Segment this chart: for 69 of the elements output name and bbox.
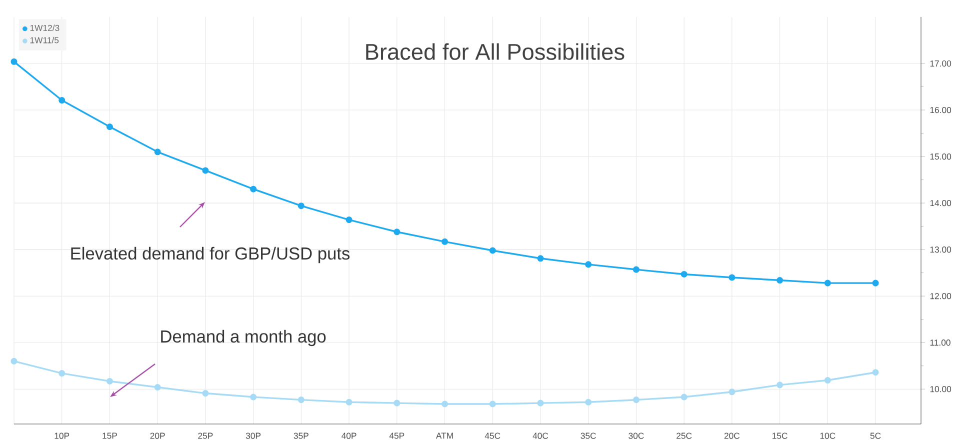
point bbox=[632, 266, 640, 273]
point bbox=[489, 247, 496, 254]
x-tick-label: 20P bbox=[150, 432, 165, 439]
point bbox=[442, 238, 448, 245]
point bbox=[632, 396, 640, 404]
point bbox=[106, 123, 113, 130]
point bbox=[298, 396, 304, 404]
point bbox=[776, 276, 784, 284]
point bbox=[824, 377, 831, 384]
point bbox=[872, 280, 879, 286]
point bbox=[346, 216, 352, 224]
x-tick-label: 45P bbox=[389, 432, 404, 439]
point bbox=[202, 390, 209, 397]
x-tick-label: 10C bbox=[820, 432, 836, 439]
y-tick-label: 17.00 bbox=[930, 60, 952, 67]
point bbox=[154, 148, 161, 156]
x-tick-label: 25C bbox=[676, 432, 692, 439]
y-tick-label: 10.00 bbox=[930, 386, 952, 392]
point bbox=[58, 370, 66, 377]
point bbox=[442, 400, 448, 408]
x-tick-label: 35P bbox=[294, 432, 308, 439]
text: Braced for All Possibilities bbox=[366, 43, 624, 60]
y-tick-label: 11.00 bbox=[930, 340, 950, 346]
point bbox=[298, 202, 304, 210]
x-tick-label: 5C bbox=[870, 432, 881, 439]
point bbox=[872, 369, 879, 376]
x-tick-label: 15C bbox=[772, 432, 788, 439]
x-tick-label: 40C bbox=[532, 432, 548, 439]
y-tick-label: 13.00 bbox=[930, 246, 952, 253]
point bbox=[824, 280, 831, 286]
x-tick-label: 30C bbox=[628, 432, 644, 439]
point bbox=[680, 394, 688, 400]
point bbox=[10, 358, 18, 364]
y-tick-label: 14.00 bbox=[930, 200, 952, 206]
point bbox=[250, 394, 257, 400]
point bbox=[58, 96, 66, 104]
x-tick-label: 45C bbox=[484, 432, 500, 439]
point bbox=[489, 400, 496, 408]
x-tick-label: 35C bbox=[580, 432, 596, 439]
y-tick-label: 15.00 bbox=[930, 153, 952, 160]
x-tick-label: 15P bbox=[102, 432, 117, 439]
point bbox=[728, 274, 736, 281]
x-tick-label: 30P bbox=[246, 432, 261, 439]
y-tick-label: 12.00 bbox=[930, 293, 952, 300]
point bbox=[394, 400, 400, 406]
point bbox=[585, 261, 592, 268]
point bbox=[728, 388, 736, 396]
point bbox=[106, 378, 113, 384]
point bbox=[250, 186, 257, 192]
point bbox=[680, 270, 688, 278]
point bbox=[585, 398, 592, 406]
x-tick-label: 40P bbox=[342, 432, 356, 439]
point bbox=[537, 400, 544, 406]
point bbox=[154, 384, 161, 391]
legend-label: 1W11/5 bbox=[30, 36, 59, 44]
x-tick-label: 10P bbox=[54, 432, 70, 439]
point bbox=[202, 167, 209, 174]
point bbox=[776, 382, 784, 388]
point bbox=[537, 255, 544, 262]
point bbox=[346, 398, 352, 406]
x-tick-label: 20C bbox=[724, 432, 740, 439]
point bbox=[10, 58, 18, 65]
legend-label: 1W12/3 bbox=[30, 24, 60, 31]
y-tick-label: 16.00 bbox=[930, 106, 952, 114]
annotation: Demand a month ago bbox=[161, 330, 326, 346]
annotation: Elevated demand for GBP/USD puts bbox=[71, 246, 350, 264]
x-tick-label: ATM bbox=[436, 432, 453, 439]
point bbox=[394, 228, 400, 236]
x-tick-label: 25P bbox=[198, 432, 213, 439]
